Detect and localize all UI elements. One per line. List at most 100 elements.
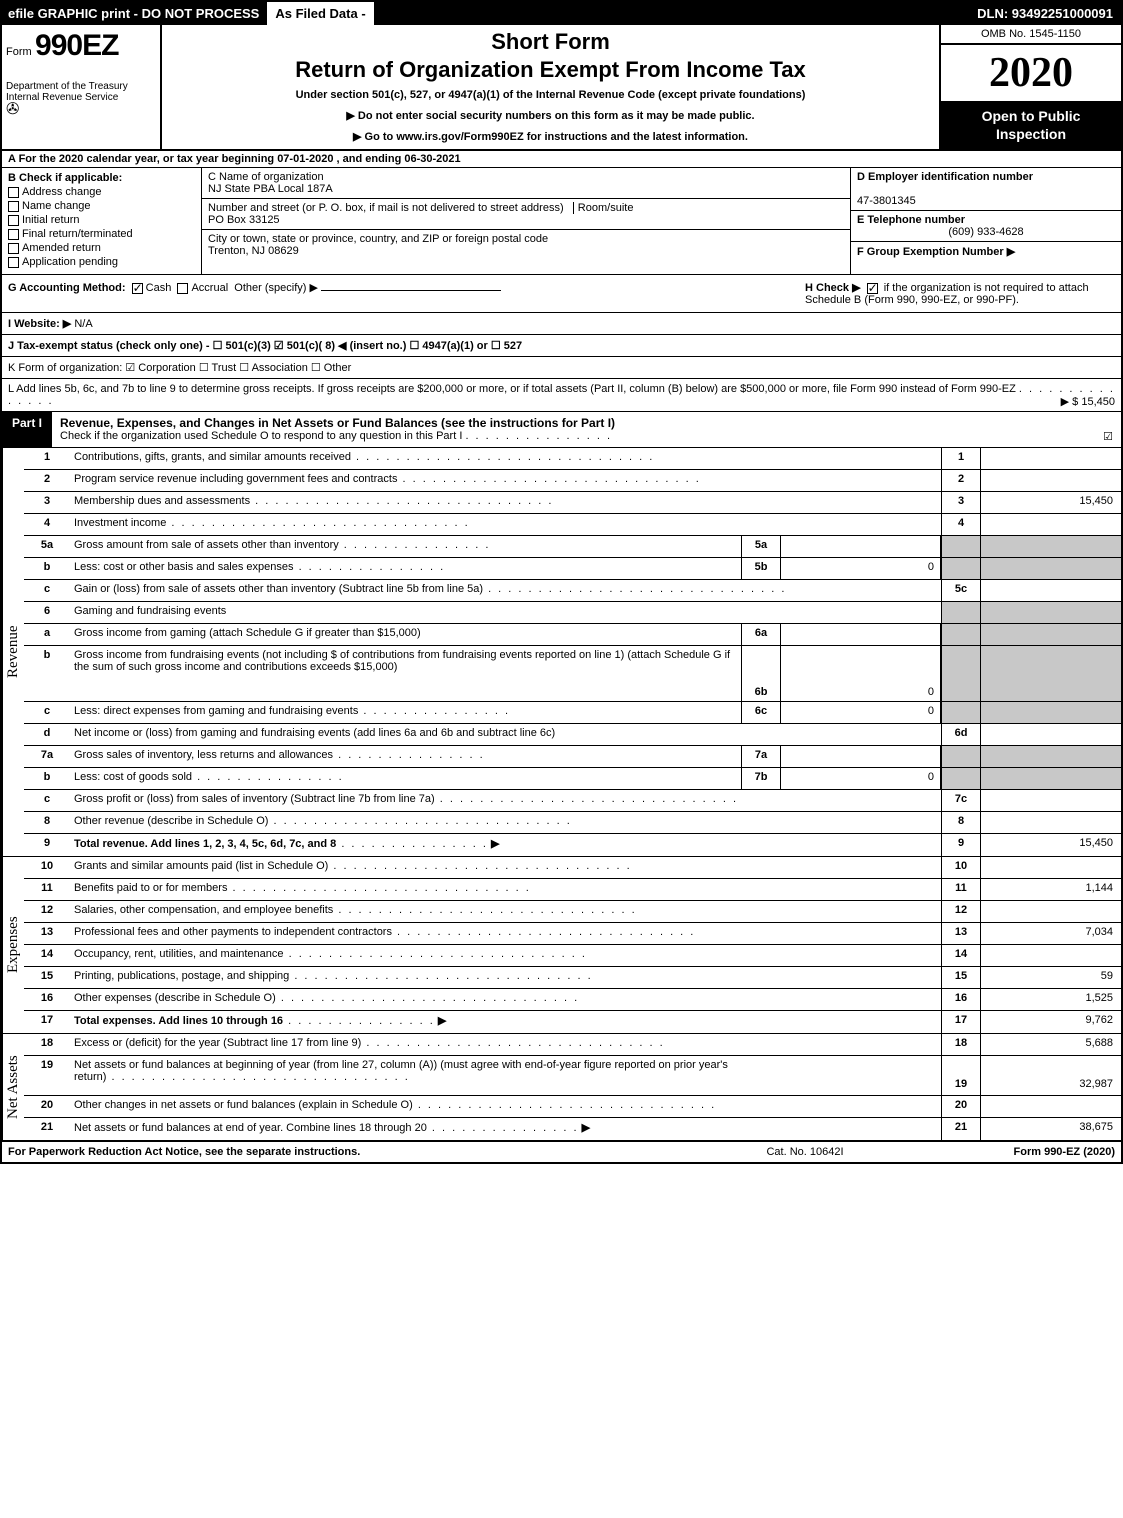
line-a: A For the 2020 calendar year, or tax yea… [2, 151, 1121, 168]
row-7a: 7a Gross sales of inventory, less return… [24, 746, 1121, 768]
row-12: 12 Salaries, other compensation, and emp… [24, 901, 1121, 923]
form-header: ✇ Form 990EZ Department of the Treasury … [2, 25, 1121, 151]
irs-eagle-icon: ✇ [6, 99, 19, 119]
chk-name[interactable]: Name change [8, 200, 195, 212]
chk-cash[interactable] [132, 283, 143, 294]
row-10: 10 Grants and similar amounts paid (list… [24, 857, 1121, 879]
line-j: J Tax-exempt status (check only one) - ☐… [2, 335, 1121, 357]
dept-treasury: Department of the Treasury [6, 81, 156, 92]
line-g: G Accounting Method: Cash Accrual Other … [8, 281, 805, 306]
form-number: 990EZ [35, 29, 118, 62]
arrow-icon: ▶ [438, 1015, 446, 1027]
netassets-body: 18 Excess or (deficit) for the year (Sub… [24, 1034, 1121, 1140]
footer-left: For Paperwork Reduction Act Notice, see … [8, 1146, 675, 1158]
row-6: 6 Gaming and fundraising events [24, 602, 1121, 624]
row-7b: b Less: cost of goods sold 7b 0 [24, 768, 1121, 790]
omb-number: OMB No. 1545-1150 [941, 25, 1121, 45]
street-row: Number and street (or P. O. box, if mail… [202, 199, 850, 230]
chk-h[interactable] [867, 283, 878, 294]
other-blank[interactable] [321, 290, 501, 291]
ssn-warning: ▶ Do not enter social security numbers o… [170, 109, 931, 122]
row-5b: b Less: cost or other basis and sales ex… [24, 558, 1121, 580]
other-specify: Other (specify) ▶ [234, 282, 318, 294]
city-value: Trenton, NJ 08629 [208, 245, 299, 257]
ein-label: D Employer identification number [857, 171, 1033, 183]
box-c-label: C Name of organization [208, 171, 324, 183]
row-11: 11 Benefits paid to or for members 11 1,… [24, 879, 1121, 901]
row-21: 21 Net assets or fund balances at end of… [24, 1118, 1121, 1140]
part1-header: Part I Revenue, Expenses, and Changes in… [2, 412, 1121, 448]
row-7c: c Gross profit or (loss) from sales of i… [24, 790, 1121, 812]
dln-label: DLN: 93492251000091 [969, 2, 1121, 25]
row-6a: a Gross income from gaming (attach Sched… [24, 624, 1121, 646]
row-1: 1 Contributions, gifts, grants, and simi… [24, 448, 1121, 470]
part1-title: Revenue, Expenses, and Changes in Net As… [52, 412, 1121, 447]
row-17: 17 Total expenses. Add lines 10 through … [24, 1011, 1121, 1033]
h-label: H Check ▶ [805, 282, 861, 294]
line-l: L Add lines 5b, 6c, and 7b to line 9 to … [2, 379, 1121, 412]
open-to-public: Open to Public Inspection [941, 101, 1121, 149]
footer-right: Form 990-EZ (2020) [935, 1146, 1115, 1158]
l-text: L Add lines 5b, 6c, and 7b to line 9 to … [8, 383, 1016, 395]
row-13: 13 Professional fees and other payments … [24, 923, 1121, 945]
header-left: ✇ Form 990EZ Department of the Treasury … [2, 25, 162, 149]
row-14: 14 Occupancy, rent, utilities, and maint… [24, 945, 1121, 967]
street-value: PO Box 33125 [208, 214, 280, 226]
box-b-label: B Check if applicable: [8, 172, 122, 184]
line-a-text: A For the 2020 calendar year, or tax yea… [8, 153, 461, 165]
box-b: B Check if applicable: Address change Na… [2, 168, 202, 274]
row-6b: b Gross income from fundraising events (… [24, 646, 1121, 702]
as-filed-label: As Filed Data - [265, 2, 375, 25]
box-f: F Group Exemption Number ▶ [851, 242, 1121, 261]
room-label: Room/suite [573, 202, 634, 214]
row-2: 2 Program service revenue including gove… [24, 470, 1121, 492]
line-h: H Check ▶ if the organization is not req… [805, 281, 1115, 306]
expenses-label: Expenses [2, 857, 24, 1033]
chk-pending[interactable]: Application pending [8, 256, 195, 268]
under-section: Under section 501(c), 527, or 4947(a)(1)… [170, 89, 931, 101]
city-label: City or town, state or province, country… [208, 233, 548, 245]
part1-sub: Check if the organization used Schedule … [60, 430, 1113, 442]
gh-row: G Accounting Method: Cash Accrual Other … [2, 275, 1121, 313]
box-def: D Employer identification number 47-3801… [851, 168, 1121, 274]
tax-year: 2020 [941, 45, 1121, 101]
revenue-section: Revenue 1 Contributions, gifts, grants, … [2, 448, 1121, 857]
phone-value: (609) 933-4628 [857, 226, 1115, 238]
j-text: J Tax-exempt status (check only one) - ☐… [8, 340, 522, 352]
row-5c: c Gain or (loss) from sale of assets oth… [24, 580, 1121, 602]
row-18: 18 Excess or (deficit) for the year (Sub… [24, 1034, 1121, 1056]
expenses-section: Expenses 10 Grants and similar amounts p… [2, 857, 1121, 1034]
part1-label: Part I [2, 412, 52, 447]
expenses-body: 10 Grants and similar amounts paid (list… [24, 857, 1121, 1033]
form-prefix: Form [6, 46, 32, 58]
chk-address[interactable]: Address change [8, 186, 195, 198]
efile-label: efile GRAPHIC print - DO NOT PROCESS [2, 2, 265, 25]
header-center: Short Form Return of Organization Exempt… [162, 25, 941, 149]
instructions-link[interactable]: ▶ Go to www.irs.gov/Form990EZ for instru… [170, 130, 931, 143]
box-d: D Employer identification number 47-3801… [851, 168, 1121, 211]
row-19: 19 Net assets or fund balances at beginn… [24, 1056, 1121, 1096]
arrow-icon: ▶ [582, 1122, 590, 1134]
row-9: 9 Total revenue. Add lines 1, 2, 3, 4, 5… [24, 834, 1121, 856]
row-16: 16 Other expenses (describe in Schedule … [24, 989, 1121, 1011]
org-name-row: C Name of organization NJ State PBA Loca… [202, 168, 850, 199]
box-c: C Name of organization NJ State PBA Loca… [202, 168, 851, 274]
ein-value: 47-3801345 [857, 195, 916, 207]
short-form-title: Short Form [170, 29, 931, 55]
l-value: ▶ $ 15,450 [1061, 395, 1115, 408]
netassets-label: Net Assets [2, 1034, 24, 1140]
row-3: 3 Membership dues and assessments 3 15,4… [24, 492, 1121, 514]
k-text: K Form of organization: ☑ Corporation ☐ … [8, 362, 351, 374]
row-20: 20 Other changes in net assets or fund b… [24, 1096, 1121, 1118]
row-15: 15 Printing, publications, postage, and … [24, 967, 1121, 989]
row-6c: c Less: direct expenses from gaming and … [24, 702, 1121, 724]
box-e: E Telephone number (609) 933-4628 [851, 211, 1121, 242]
chk-initial[interactable]: Initial return [8, 214, 195, 226]
chk-accrual[interactable] [177, 283, 188, 294]
netassets-section: Net Assets 18 Excess or (deficit) for th… [2, 1034, 1121, 1142]
row-4: 4 Investment income 4 [24, 514, 1121, 536]
city-row: City or town, state or province, country… [202, 230, 850, 260]
revenue-label: Revenue [2, 448, 24, 856]
chk-final[interactable]: Final return/terminated [8, 228, 195, 240]
chk-amended[interactable]: Amended return [8, 242, 195, 254]
